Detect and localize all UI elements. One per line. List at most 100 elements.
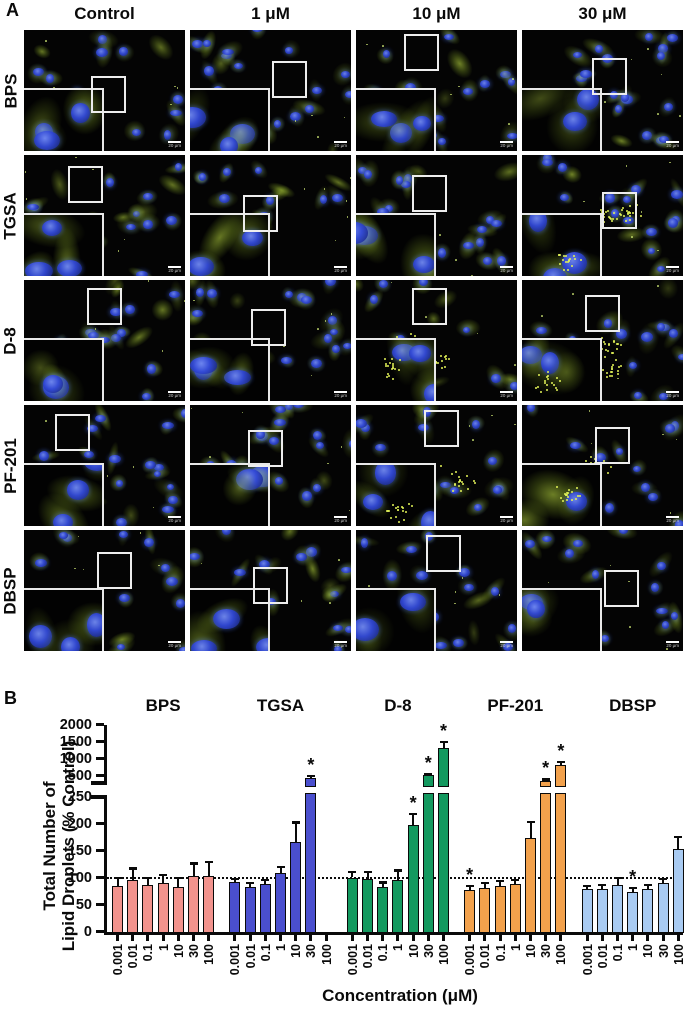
lipid-droplet-speckle <box>554 387 557 390</box>
lipid-droplet-speckle <box>445 354 448 357</box>
bar-bps-0.1 <box>142 885 154 933</box>
cell-nucleus <box>98 34 107 44</box>
background-dot <box>368 585 370 587</box>
error-bar-cap <box>583 884 592 887</box>
error-bar-cap <box>363 871 372 874</box>
cell-nucleus <box>356 222 368 245</box>
cell-nucleus <box>670 612 679 621</box>
cell-nucleus <box>119 593 130 602</box>
lipid-droplet-speckle <box>547 370 550 373</box>
scale-bar-line <box>168 265 181 268</box>
cell-nucleus <box>251 30 263 32</box>
error-bar-cap <box>511 878 520 881</box>
background-dot <box>647 48 649 50</box>
roi-box <box>426 534 462 572</box>
lipid-droplet-speckle <box>440 464 443 467</box>
bar-dbsp-0.001 <box>581 889 593 933</box>
background-dot <box>193 299 195 302</box>
group-label-pf-201: PF-201 <box>487 696 544 715</box>
micrograph-tgsa-1um: 20 μm <box>190 155 351 276</box>
cell-nucleus <box>34 130 61 150</box>
cell-nucleus <box>503 643 514 651</box>
bar-pf-201-0.001 <box>464 889 476 933</box>
background-dot <box>300 600 303 602</box>
inset-box <box>190 213 270 276</box>
micrograph-dbsp-30um: 20 μm <box>522 530 683 651</box>
lipid-droplet-speckle <box>566 494 569 497</box>
scale-bar-label: 20 μm <box>666 143 679 148</box>
lipid-droplet-speckle <box>409 333 412 336</box>
error-bar <box>514 879 517 884</box>
cell-nucleus <box>493 486 503 494</box>
cell-nucleus <box>222 49 234 56</box>
micrograph-bps-1um: 20 μm <box>190 30 351 151</box>
background-dot <box>660 73 662 76</box>
background-dot <box>139 532 142 534</box>
cell-nucleus <box>285 47 294 54</box>
cell-nucleus <box>241 229 263 247</box>
cell-nucleus <box>615 448 623 455</box>
cell-nucleus <box>527 599 545 618</box>
error-bar <box>601 885 604 889</box>
roi-box <box>90 76 126 114</box>
cell-nucleus <box>145 461 156 469</box>
cell-nucleus <box>224 370 252 385</box>
background-dot <box>25 198 28 200</box>
lipid-droplet-speckle <box>625 219 628 222</box>
lipid-droplet-speckle <box>394 506 397 509</box>
x-axis-tick <box>468 933 472 941</box>
cell-nucleus <box>24 261 53 276</box>
inset-box <box>356 463 436 526</box>
x-axis-tick <box>442 933 445 941</box>
x-tick-label-d-8-0.01: 0.01 <box>361 944 375 969</box>
lipid-droplet-speckle <box>615 343 618 346</box>
y-axis-tick <box>95 822 104 825</box>
background-dot <box>209 456 211 458</box>
x-tick-label-bps-10: 10 <box>171 944 186 958</box>
scale-bar-label: 20 μm <box>168 393 181 398</box>
background-dot <box>572 293 574 295</box>
background-dot <box>327 462 329 464</box>
lipid-droplet-speckle <box>389 516 392 519</box>
lipid-droplet-speckle <box>391 377 394 380</box>
x-axis-tick <box>513 933 517 941</box>
background-dot <box>310 374 313 377</box>
lipid-droplet-speckle <box>572 254 575 257</box>
lipid-droplet-speckle <box>397 508 400 511</box>
roi-box <box>411 175 447 213</box>
lipid-droplet-speckle <box>387 510 390 513</box>
cell-nucleus <box>543 267 568 276</box>
lipid-droplet-speckle <box>607 472 610 475</box>
inset-box <box>522 338 602 401</box>
error-bar <box>294 822 297 843</box>
error-bar-cap <box>409 812 418 815</box>
background-dot <box>343 116 346 119</box>
cell-nucleus <box>477 225 487 233</box>
roi-box <box>584 295 620 333</box>
bar-d-8-1 <box>392 880 404 933</box>
scale-bar-line <box>168 515 181 518</box>
background-dot <box>472 439 474 441</box>
x-axis-tick <box>294 933 298 941</box>
error-bar <box>483 882 486 888</box>
cell-nucleus <box>500 70 511 79</box>
cell-nucleus <box>562 111 587 132</box>
cell-nucleus <box>259 560 271 570</box>
x-axis-tick <box>396 933 400 941</box>
scale-bar-line <box>334 640 347 643</box>
error-bar <box>192 863 195 876</box>
background-dot <box>390 281 393 284</box>
error-bar-cap <box>526 820 535 824</box>
x-axis-line <box>104 931 683 935</box>
error-bar-cap <box>230 877 239 880</box>
error-bar <box>616 877 619 886</box>
bar-pf-201-100-upper <box>555 765 567 787</box>
cell-nucleus <box>572 52 583 59</box>
lipid-droplet-speckle <box>404 511 407 514</box>
lipid-droplet-speckle <box>620 214 623 217</box>
cell-nucleus <box>641 131 653 141</box>
background-dot <box>330 313 333 315</box>
lipid-droplet-speckle <box>452 490 455 493</box>
micrograph-d-8-10um: 20 μm <box>356 280 517 401</box>
cell-nucleus <box>154 464 164 472</box>
